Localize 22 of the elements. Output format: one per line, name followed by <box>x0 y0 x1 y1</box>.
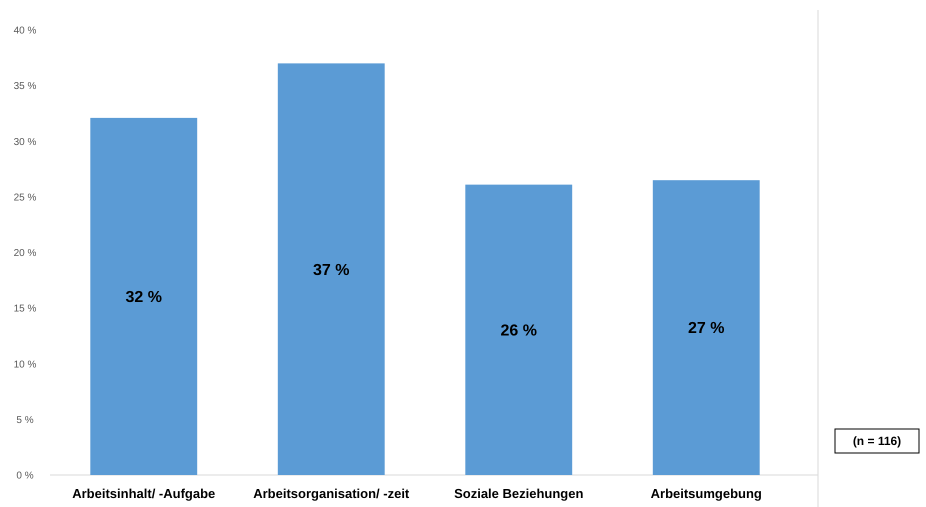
bar <box>652 180 760 475</box>
bar <box>465 184 572 475</box>
data-label: 26 % <box>500 322 537 340</box>
text: (n = 116) <box>852 434 902 448</box>
x-tick-label: Arbeitsinhalt/ -Aufgabe <box>72 486 216 501</box>
y-tick-label: 20 % <box>14 248 37 259</box>
x-tick-label: Soziale Beziehungen <box>454 486 584 501</box>
y-tick-label: 5 % <box>16 414 34 426</box>
x-tick-label: Arbeitsumgebung <box>650 486 762 501</box>
y-tick-label: 10 % <box>14 359 37 370</box>
y-tick-label: 30 % <box>14 136 37 148</box>
y-tick-label: 15 % <box>14 304 37 315</box>
y-tick-label: 35 % <box>14 81 37 92</box>
y-tick-label: 40 % <box>14 26 37 36</box>
bar <box>278 63 385 475</box>
data-label: 27 % <box>688 320 724 338</box>
x-tick-label: Arbeitsorganisation/ -zeit <box>253 486 410 501</box>
data-label: 32 % <box>126 289 162 306</box>
y-tick-label: 25 % <box>14 192 37 204</box>
bar <box>90 118 198 475</box>
y-tick-label: 0 % <box>16 470 34 482</box>
data-label: 37 % <box>313 262 350 279</box>
